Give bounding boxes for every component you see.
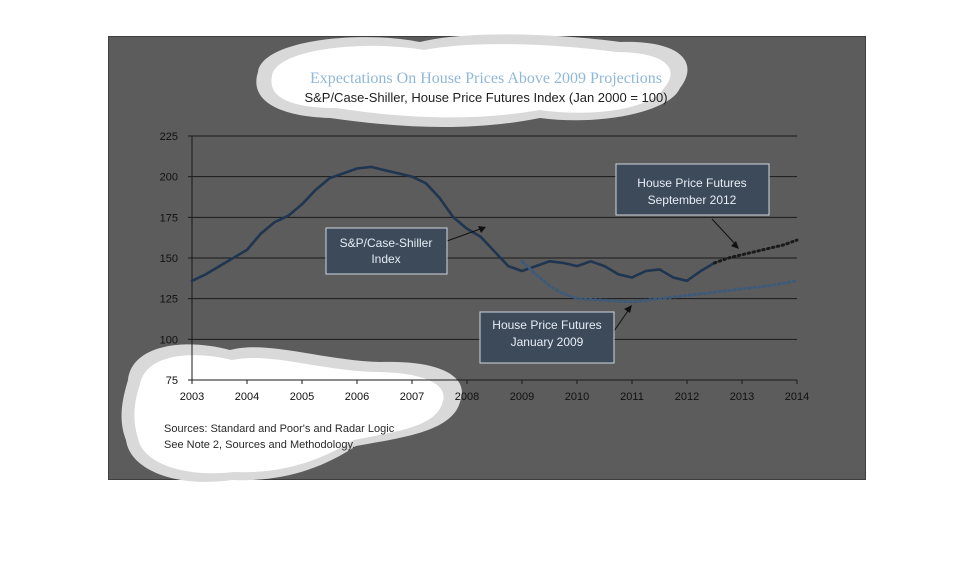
x-tick-label: 2004: [235, 391, 259, 403]
sources-line1: Sources: Standard and Poor's and Radar L…: [164, 423, 395, 435]
gridlines: [192, 135, 797, 340]
arrow-jan-2009: [613, 307, 631, 332]
series-line-0: [190, 165, 716, 283]
x-tick-label: 2013: [730, 391, 754, 403]
y-tick-label: 100: [160, 334, 178, 346]
annotation-sep-2012-line2: September 2012: [648, 193, 737, 207]
y-tick-label: 175: [160, 212, 178, 224]
series-lines: [190, 165, 799, 304]
x-tick-label: 2014: [785, 391, 809, 403]
y-tick-label: 125: [160, 294, 178, 306]
arrow-case-shiller-head: [478, 226, 486, 233]
x-tick-label: 2007: [400, 391, 424, 403]
x-tick-label: 2005: [290, 391, 314, 403]
x-tick-label: 2008: [455, 391, 479, 403]
annotation-jan-2009: House Price Futures January 2009: [479, 311, 615, 364]
annotation-jan-2009-line2: January 2009: [511, 335, 584, 349]
annotation-case-shiller: S&P/Case-Shiller Index: [325, 227, 448, 275]
arrow-case-shiller: [446, 227, 484, 242]
x-tick-label: 2006: [345, 391, 369, 403]
annotation-jan-2009-line1: House Price Futures: [492, 318, 601, 332]
annotation-case-shiller-line2: Index: [371, 252, 400, 266]
annotation-sep-2012-line1: House Price Futures: [637, 176, 746, 190]
y-tick-label: 200: [160, 172, 178, 184]
series-line-1: [713, 238, 799, 265]
chart-title: Expectations On House Prices Above 2009 …: [310, 70, 662, 87]
chart-subtitle: S&P/Case-Shiller, House Price Futures In…: [304, 90, 667, 105]
x-tick-label: 2010: [565, 391, 589, 403]
x-tick-label: 2009: [510, 391, 534, 403]
series-line-2: [520, 259, 799, 304]
y-tick-label: 225: [160, 131, 178, 143]
arrow-sep-2012: [711, 218, 738, 247]
sources-highlight-blob-inner: [134, 355, 444, 474]
x-tick-label: 2003: [180, 391, 204, 403]
y-tick-labels: 75 100 125 150 175 200 225: [160, 131, 192, 387]
arrow-jan-2009-head: [624, 305, 632, 313]
x-tick-label: 2012: [675, 391, 699, 403]
x-tick-label: 2011: [620, 391, 644, 403]
annotation-case-shiller-line1: S&P/Case-Shiller: [340, 236, 433, 250]
x-tick-labels: 2003 2004 2005 2006 2007 2008 2009 2010 2011 2012…: [180, 380, 809, 403]
y-tick-label: 150: [160, 253, 178, 265]
arrow-sep-2012-head: [731, 241, 739, 249]
sources-line2: See Note 2, Sources and Methodology.: [164, 439, 355, 451]
title-highlight-blob-inner: [271, 44, 671, 118]
y-tick-label: 75: [166, 375, 178, 387]
annotation-sep-2012: House Price Futures September 2012: [615, 163, 770, 216]
